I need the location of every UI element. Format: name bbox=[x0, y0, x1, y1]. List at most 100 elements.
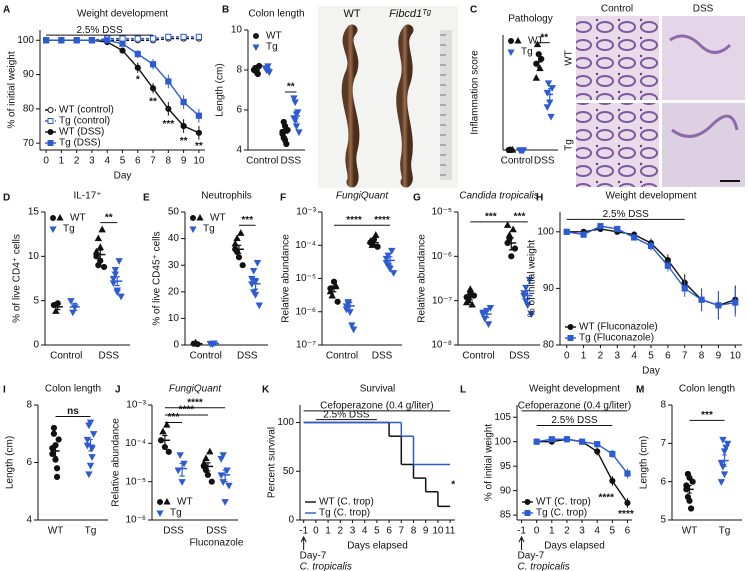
x-tick-label: DSS bbox=[237, 351, 258, 362]
data-point bbox=[206, 447, 214, 455]
x-axis-label: Days elapsed bbox=[347, 541, 408, 552]
data-point bbox=[165, 33, 172, 40]
panel-letter: I bbox=[3, 385, 6, 396]
data-point bbox=[53, 465, 61, 472]
data-point bbox=[538, 55, 545, 63]
data-point bbox=[372, 231, 380, 238]
data-point bbox=[55, 436, 62, 443]
data-point bbox=[221, 499, 229, 506]
x-tick-label: 9 bbox=[181, 156, 187, 167]
data-point bbox=[163, 420, 171, 428]
bracket-label: ** bbox=[540, 32, 548, 43]
y-axis-label: Length (cm) bbox=[639, 436, 650, 489]
arrow bbox=[518, 535, 525, 550]
y-axis-label: % of initial weight bbox=[7, 51, 18, 128]
data-point bbox=[256, 62, 263, 70]
legend-label: Tg bbox=[521, 47, 533, 58]
legend-marker bbox=[189, 226, 197, 234]
data-point bbox=[509, 225, 517, 233]
bracket-label: 2.5% DSS bbox=[603, 209, 649, 220]
x-tick-label: 3 bbox=[615, 351, 621, 362]
y-tick-label: 90 bbox=[500, 485, 512, 496]
photo-label: WT bbox=[343, 8, 360, 20]
data-point bbox=[88, 454, 96, 461]
image-row-label: Tg bbox=[564, 139, 575, 151]
bracket-label: ** bbox=[105, 212, 113, 223]
note: C. tropicalis bbox=[300, 562, 352, 571]
x-tick-label: DSS bbox=[98, 351, 119, 362]
y-tick-label: 10⁻⁴ bbox=[295, 240, 316, 251]
data-point bbox=[698, 296, 705, 303]
y-tick-label: 90 bbox=[23, 69, 35, 80]
y-axis-label: % of initial weight bbox=[527, 240, 538, 317]
data-point bbox=[180, 33, 187, 40]
data-point bbox=[686, 474, 693, 481]
data-point bbox=[732, 299, 739, 306]
x-tick-label: 2 bbox=[74, 156, 80, 167]
image-row-label: WT bbox=[564, 50, 575, 66]
data-point bbox=[195, 112, 202, 119]
data-point bbox=[149, 61, 157, 68]
legend-label: Tg (Fluconazole) bbox=[579, 333, 654, 344]
data-point bbox=[50, 424, 58, 432]
x-tick-label: 0 bbox=[534, 526, 540, 537]
legend-label: WT bbox=[177, 497, 193, 508]
data-point bbox=[720, 448, 729, 456]
data-point bbox=[281, 136, 289, 144]
data-point bbox=[50, 430, 58, 437]
data-point bbox=[253, 259, 262, 267]
data-point bbox=[384, 252, 392, 260]
data-point bbox=[284, 126, 291, 134]
legend-label: WT bbox=[70, 213, 86, 224]
data-point bbox=[578, 438, 586, 445]
y-tick-label: 6 bbox=[26, 457, 32, 468]
data-point bbox=[533, 438, 540, 445]
panel-letter: C bbox=[470, 5, 477, 16]
y-tick-label: 80 bbox=[23, 103, 35, 114]
data-point bbox=[543, 89, 551, 97]
data-point bbox=[43, 37, 50, 44]
panel-letter: B bbox=[222, 5, 229, 16]
panel-letter: F bbox=[280, 193, 286, 204]
x-tick-label: 11 bbox=[445, 526, 456, 537]
legend-label: WT (C. trop) bbox=[536, 497, 591, 508]
data-point bbox=[334, 298, 341, 305]
y-tick-label: 70 bbox=[23, 138, 35, 149]
x-tick-label: 2 bbox=[598, 351, 604, 362]
data-point bbox=[544, 80, 553, 88]
x-tick-label: 0 bbox=[313, 526, 319, 537]
data-point bbox=[225, 482, 233, 490]
data-point bbox=[96, 243, 104, 251]
data-point bbox=[486, 304, 495, 312]
y-tick-label: 10⁻⁸ bbox=[431, 340, 452, 351]
x-tick-label: Control bbox=[501, 156, 533, 167]
data-point bbox=[100, 263, 108, 271]
data-point bbox=[720, 471, 729, 479]
y-tick-label: 15 bbox=[28, 207, 40, 218]
legend-marker bbox=[567, 335, 574, 341]
x-tick-label: Control bbox=[326, 351, 358, 362]
y-tick-label: 6 bbox=[660, 476, 666, 487]
y-tick-label: 4 bbox=[26, 515, 32, 526]
data-point bbox=[98, 225, 106, 233]
data-point bbox=[237, 229, 245, 236]
legend-marker bbox=[252, 44, 260, 52]
bracket-label: **** bbox=[346, 215, 362, 226]
legend-marker bbox=[508, 38, 514, 44]
annotation: * bbox=[451, 480, 455, 491]
y-tick-label: 105 bbox=[494, 412, 511, 423]
legend-label: Tg (control) bbox=[59, 116, 110, 127]
data-point bbox=[609, 450, 616, 458]
x-tick-label: 8 bbox=[166, 156, 172, 167]
arrow bbox=[300, 535, 307, 550]
x-tick-label: Control bbox=[462, 351, 494, 362]
legend-marker bbox=[47, 140, 54, 146]
data-point bbox=[73, 37, 80, 44]
data-point bbox=[681, 285, 688, 292]
panel-letter: H bbox=[536, 193, 543, 204]
annotation: **** bbox=[598, 493, 614, 504]
x-tick-label: 4 bbox=[104, 156, 110, 167]
panel-letter: G bbox=[413, 193, 421, 204]
x-tick-label: Control bbox=[246, 156, 278, 167]
data-point bbox=[508, 253, 515, 260]
